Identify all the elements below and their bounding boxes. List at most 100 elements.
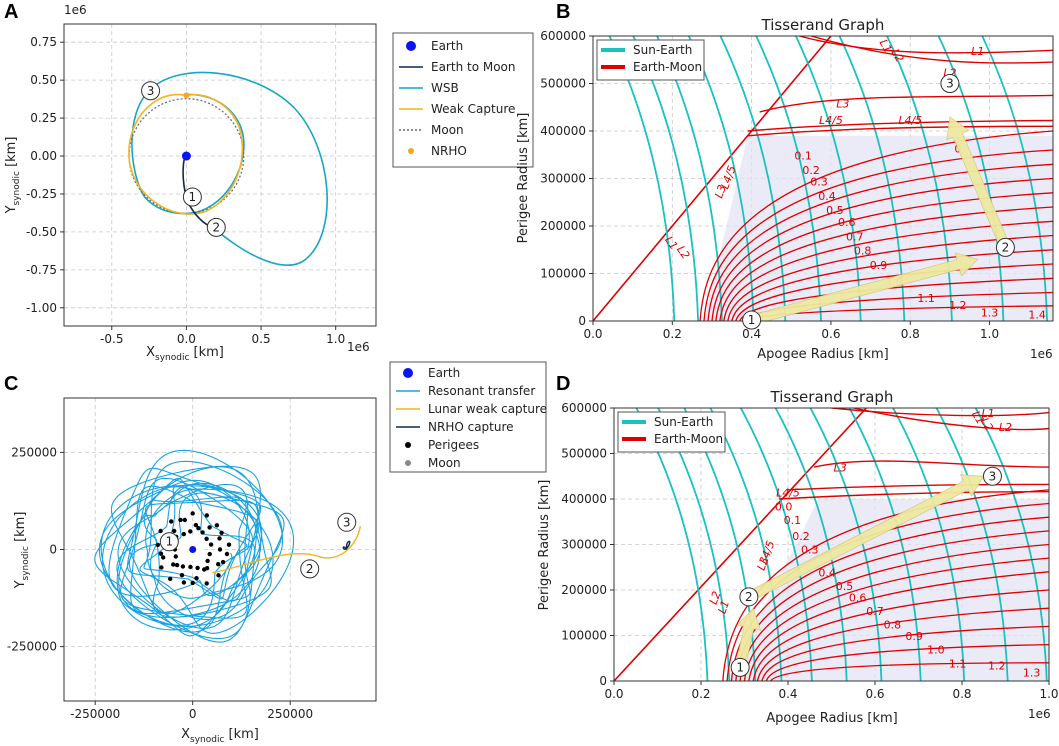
panel-d-x-exponent: 1e6 <box>1028 707 1051 721</box>
panel-d-markers: 1 2 3 <box>730 466 1002 677</box>
y-tick-label: 250000 <box>11 445 57 459</box>
earth-moon-contour <box>699 130 1053 321</box>
panel-c-x-ticks: -250000 0 250000 <box>70 701 313 721</box>
marker-number: 3 <box>946 77 954 91</box>
x-tick-label: 0.4 <box>778 687 797 701</box>
marker-circle <box>982 466 1002 486</box>
panel-b-x-exponent: 1e6 <box>1030 347 1053 361</box>
y-tick-label: 200000 <box>540 219 586 233</box>
panel-a-x-exponent: 1e6 <box>347 340 370 354</box>
x-tick-label: 0.2 <box>691 687 710 701</box>
perigee-point <box>195 565 200 571</box>
marker-circle <box>300 559 320 579</box>
resonance-curve <box>813 460 1049 468</box>
resonance-label: L1 <box>971 45 984 58</box>
panel-a-y-ticks: -1.00 -0.75 -0.50 -0.25 0.00 0.25 0.50 0.75 <box>26 35 64 315</box>
marker-circle <box>739 587 759 607</box>
contour-label: 1.1 <box>917 292 935 305</box>
perigee-point <box>216 573 221 578</box>
panel-a-grid <box>64 24 376 326</box>
earth-moon-contour <box>707 163 1053 321</box>
panel-b-legend: Sun-Earth Earth-Moon <box>596 39 705 81</box>
resonance-label: L3 <box>712 183 729 200</box>
marker-circle <box>141 81 161 101</box>
perigee-point <box>207 525 212 530</box>
wsb-legend-label: WSB <box>431 81 459 95</box>
perigee-point <box>196 526 201 531</box>
panel-a-x-ticks: -0.5 0.0 0.5 1.0 <box>100 326 345 346</box>
resonance-label: L3 <box>836 97 849 110</box>
perigee-point <box>182 517 187 523</box>
resonance-curve <box>747 125 1053 137</box>
earth-point <box>189 546 197 553</box>
transfer-arrow <box>946 116 1011 250</box>
sun-earth-curve <box>981 36 1048 321</box>
x-tick-label: 1.0 <box>326 332 345 346</box>
earth-moon-legend-label: Earth-Moon <box>654 432 723 446</box>
y-tick-label: 400000 <box>540 124 586 138</box>
earth-moon-contour <box>722 489 1049 681</box>
panel-b-x-ticks: 0.0 0.2 0.4 0.6 0.8 1.0 <box>583 321 999 341</box>
marker-number: 2 <box>1002 240 1010 254</box>
sun-earth-curve <box>937 36 1005 321</box>
earth-moon-contour <box>703 149 1053 321</box>
marker-2: 2 <box>739 587 759 607</box>
sun-earth-curve <box>974 408 1048 681</box>
resonance-label: L4/5 <box>776 487 800 500</box>
lunar-weak-capture-legend-label: Lunar weak capture <box>428 402 547 416</box>
perigee-point <box>204 536 209 541</box>
perigee-point <box>181 580 187 585</box>
panel-b-label: B <box>556 1 570 23</box>
y-tick-label: -0.50 <box>26 225 57 239</box>
contour-label: 0.5 <box>826 204 844 217</box>
contour-label: 1.3 <box>981 306 999 319</box>
perigee-point <box>172 528 177 534</box>
x-tick-label: 0.5 <box>252 332 271 346</box>
sun-earth-curve <box>774 408 848 681</box>
marker-number: 3 <box>343 515 351 529</box>
perigee-point <box>168 576 173 581</box>
panel-b-markers: 1 2 3 <box>742 74 1015 330</box>
sun-earth-curve <box>739 408 813 681</box>
earth-moon-contour <box>719 206 1053 321</box>
panel-a-plot <box>128 71 328 266</box>
contour-label: 1.4 <box>1028 309 1046 322</box>
x-tick-label: -0.5 <box>100 332 123 346</box>
resonance-label: L1 <box>877 37 895 55</box>
resonance-label: L2 <box>707 590 724 607</box>
panel-a-markers: 1 2 3 <box>141 81 226 237</box>
panel-c-grid <box>64 398 376 701</box>
marker-3: 3 <box>141 81 161 101</box>
perigee-point <box>194 576 199 581</box>
y-tick-label: 400000 <box>561 492 607 506</box>
panel-d-title: Tisserand Graph <box>770 388 894 406</box>
x-tick-label: 0.0 <box>604 687 623 701</box>
resonant-transfer-legend-label: Resonant transfer <box>428 384 535 398</box>
panel-d-plot: 0.00.10.20.30.40.50.60.70.80.91.01.1 1.21… <box>614 408 1049 681</box>
y-tick-label: -250000 <box>7 640 57 654</box>
contour-label: 1.2 <box>949 299 967 312</box>
perigee-point <box>171 562 176 567</box>
sun-earth-curve <box>794 36 862 321</box>
resonance-curve <box>747 119 1053 132</box>
panel-a-legend: Earth Earth to Moon WSB Weak Capture Moon NRH… <box>392 32 534 168</box>
resonance-label: L1 <box>969 409 987 427</box>
panel-a: A 1e6 -0.5 0.0 0.5 1.0 -1.00 -0.75 -0.50 -0.25… <box>4 1 534 363</box>
panel-a-ylabel: Ysynodic [km] <box>4 137 22 215</box>
perigee-point <box>181 531 186 537</box>
resonance-label: L4/5 <box>819 114 843 127</box>
panel-c-xlabel: Xsynodic [km] <box>181 727 259 745</box>
perigee-point <box>224 551 230 557</box>
perigee-point <box>193 522 199 528</box>
sun-earth-curve <box>886 36 953 321</box>
resonance-label: L2 <box>999 421 1012 434</box>
contour-label: 0.2 <box>792 530 810 543</box>
contour-label: 0.7 <box>846 230 864 243</box>
marker-2: 2 <box>206 217 226 237</box>
panel-a-y-exponent: 1e6 <box>64 3 87 17</box>
y-tick-label: -0.75 <box>26 263 57 277</box>
resonance-curve <box>853 408 1049 431</box>
perigee-point <box>216 562 221 567</box>
boundary-line <box>614 408 867 681</box>
resonance-label: L4/5 <box>898 114 922 127</box>
